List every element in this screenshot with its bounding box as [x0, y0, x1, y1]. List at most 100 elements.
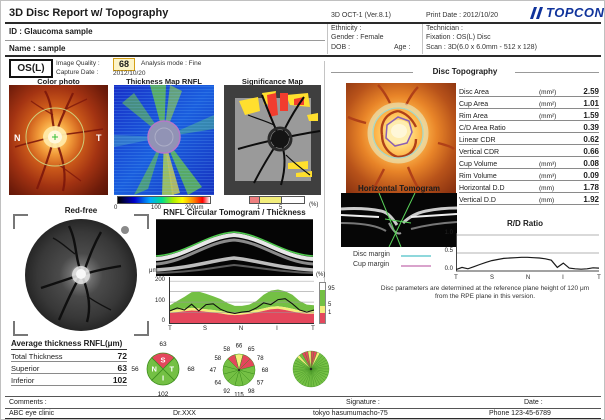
significance-scale-unit: (%) — [309, 202, 319, 208]
pie-value-label: 66 — [236, 344, 243, 350]
fine-sector-pie-chart — [292, 350, 330, 388]
avg-thickness-title: Average thickness RNFL(μm) — [11, 339, 127, 350]
pie-value-label: 63 — [159, 341, 167, 348]
avg-value: 102 — [112, 375, 127, 385]
parameter-value: 0.08 — [583, 159, 599, 168]
pie-value-label: 115 — [234, 393, 244, 399]
parameter-label: C/D Area Ratio — [459, 125, 506, 132]
header-col-divider2 — [422, 24, 423, 54]
significance-scale-yellow — [259, 196, 283, 204]
title-rule-left — [331, 72, 413, 73]
cup-margin-legend-line — [401, 265, 431, 267]
gender-label: Gender : — [331, 34, 359, 41]
rnfl-xtick-i: I — [276, 326, 278, 332]
print-date-label: Print Date : — [426, 12, 462, 19]
parameter-label: Disc Area — [459, 89, 489, 96]
rd-ytick-0: 0.0 — [444, 266, 453, 272]
parameter-value: 0.62 — [583, 135, 599, 144]
scan-value: 3D(6.0 x 6.0mm - 512 x 128) — [447, 44, 537, 51]
disc-parameter-row: Linear CDR 0.62 — [459, 133, 599, 145]
clinic-name: ABC eye clinic — [9, 410, 55, 417]
image-quality-label: Image Quality : — [56, 60, 100, 67]
rnfl-legend-95: 95 — [328, 286, 335, 292]
comments-label: Comments : — [9, 399, 47, 406]
disc-parameter-row: Cup Volume (mm³) 0.08 — [459, 157, 599, 169]
header-divider2 — [5, 55, 601, 57]
age: Age : — [394, 44, 411, 51]
avg-label: Superior — [11, 364, 40, 373]
gender-value: Female — [360, 34, 384, 41]
pie-value-label: 92 — [223, 389, 230, 395]
rnfl-thickness-chart — [169, 277, 314, 324]
parameter-label: Rim Volume — [459, 173, 497, 180]
pie-center-dot — [238, 369, 240, 371]
pie-value-label: 102 — [158, 391, 169, 398]
avg-value: 63 — [117, 363, 127, 373]
disc-parameter-row: Horizontal D.D (mm) 1.78 — [459, 181, 599, 193]
disc-parameters-table: Disc Area (mm²) 2.59 Cup Area (mm²) 1.01 Rim A… — [459, 85, 599, 205]
technician: Technician : — [426, 25, 463, 32]
avg-label: Total Thickness — [11, 352, 63, 361]
disc-margin-legend-line — [401, 255, 431, 257]
thickness-scale-mid: 100 — [151, 205, 162, 211]
pie-value-label: 98 — [248, 389, 255, 395]
parameter-label: Cup Area — [459, 101, 489, 108]
redfree-photo-frame — [13, 214, 149, 336]
rnfl-xtick-n: N — [238, 326, 244, 332]
cup-margin-overlay — [385, 116, 413, 147]
disc-margin-legend-label: Disc margin — [353, 251, 390, 258]
parameter-label: Rim Area — [459, 113, 488, 120]
capture-date-value: 2012/10/20 — [113, 70, 146, 77]
rd-ratio-chart — [456, 233, 599, 272]
id-value: Glaucoma sample — [24, 27, 93, 36]
avg-thickness-row: Superior 63 — [11, 362, 127, 374]
rnfl-legend-1: 1 — [328, 310, 332, 316]
dob: DOB : — [331, 44, 351, 51]
analysis-mode: Analysis mode : Fine — [141, 60, 202, 67]
parameter-label: Vertical D.D — [459, 197, 496, 204]
nasal-label: N — [14, 133, 21, 143]
fixation-value: OS(L) Disc — [456, 34, 491, 41]
footer-rule-mid — [5, 408, 601, 409]
pie-sector — [146, 357, 164, 381]
scan-circle-overlay — [25, 107, 85, 167]
pie-value-label: 64 — [214, 380, 221, 386]
disc-parameter-row: Rim Volume (mm³) 0.09 — [459, 169, 599, 181]
thickness-map-title: Thickness Map RNFL — [126, 77, 202, 86]
rd-ratio-line — [456, 256, 599, 271]
patient-id: ID : Glaucoma sample — [9, 27, 93, 36]
parameter-value: 1.78 — [583, 183, 599, 192]
disc-parameter-row: Disc Area (mm²) 2.59 — [459, 85, 599, 97]
ethnicity: Ethnicity : — [331, 25, 362, 32]
date-label: Date : — [524, 399, 543, 406]
fixation: Fixation : OS(L) Disc — [426, 34, 491, 41]
rnfl-legend-green — [319, 290, 326, 307]
gender: Gender : Female — [331, 34, 384, 41]
significance-map — [224, 85, 321, 195]
patient-name: Name : sample — [9, 44, 66, 53]
avg-thickness-row: Total Thickness 72 — [11, 350, 127, 362]
header-col-divider — [327, 24, 328, 54]
pie-value-label: 65 — [248, 347, 255, 353]
id-label: ID : — [9, 27, 22, 36]
pie-value-label: 58 — [223, 347, 230, 353]
footer-rule-top — [5, 396, 601, 397]
parameter-value: 1.59 — [583, 111, 599, 120]
thickness-profile-line — [170, 298, 314, 314]
temporal-label: T — [96, 133, 102, 143]
parameter-unit: (mm³) — [539, 173, 557, 180]
pie-value-label: 58 — [214, 356, 221, 362]
disc-params-footnote2: from the RPE plane in this version. — [434, 293, 536, 300]
fixation-cross-icon — [52, 134, 58, 140]
topcon-logo: TOPCON — [529, 5, 604, 20]
disc-parameter-row: C/D Area Ratio 0.39 — [459, 121, 599, 133]
disc-mask-circle — [147, 120, 181, 154]
parameter-unit: (mm²) — [539, 101, 557, 108]
device-version: 3D OCT-1 (Ver.8.1) — [331, 12, 391, 19]
rnfl-circular-tomogram-image — [156, 220, 313, 276]
pie-value-label: 68 — [187, 366, 195, 373]
pie-sector-letter: I — [162, 373, 164, 382]
disc-parameter-row: Vertical D.D (mm) 1.92 — [459, 193, 599, 205]
avg-label: Inferior — [11, 376, 35, 385]
